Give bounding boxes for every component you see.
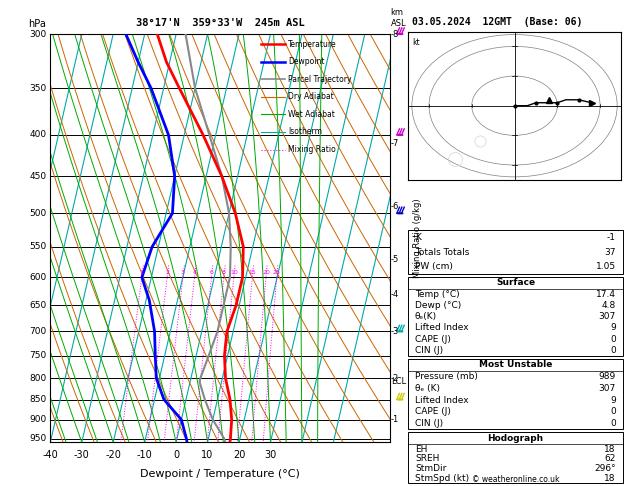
Text: CIN (J): CIN (J) <box>415 419 443 428</box>
Bar <box>408 432 623 483</box>
Text: K: K <box>415 233 421 242</box>
Text: 18: 18 <box>604 445 616 453</box>
Text: 450: 450 <box>29 172 47 181</box>
Text: EH: EH <box>415 445 427 453</box>
Text: 4: 4 <box>192 270 196 275</box>
Text: 17.4: 17.4 <box>596 290 616 299</box>
Text: 300: 300 <box>29 30 47 38</box>
Text: 10: 10 <box>201 451 214 460</box>
Text: 10: 10 <box>230 270 238 275</box>
Text: km
ASL: km ASL <box>391 8 406 28</box>
Text: Dewp (°C): Dewp (°C) <box>415 301 461 310</box>
Text: 62: 62 <box>604 454 616 463</box>
Text: 8: 8 <box>222 270 226 275</box>
Text: Dewpoint: Dewpoint <box>288 57 325 66</box>
Text: © weatheronline.co.uk: © weatheronline.co.uk <box>472 475 560 484</box>
Bar <box>408 359 623 429</box>
Text: 296°: 296° <box>594 464 616 473</box>
Text: Lifted Index: Lifted Index <box>415 396 469 404</box>
Bar <box>408 230 623 274</box>
Text: -40: -40 <box>42 451 58 460</box>
Text: 500: 500 <box>29 209 47 218</box>
Text: Temp (°C): Temp (°C) <box>415 290 460 299</box>
Text: 30: 30 <box>264 451 277 460</box>
Text: 03.05.2024  12GMT  (Base: 06): 03.05.2024 12GMT (Base: 06) <box>412 17 582 27</box>
Text: 700: 700 <box>29 327 47 336</box>
Text: Totals Totals: Totals Totals <box>415 248 469 257</box>
Text: 25: 25 <box>273 270 281 275</box>
Text: 600: 600 <box>29 273 47 282</box>
Bar <box>408 277 623 356</box>
Text: Isotherm: Isotherm <box>288 127 322 137</box>
Text: -30: -30 <box>74 451 90 460</box>
Text: StmDir: StmDir <box>415 464 447 473</box>
Text: Mixing Ratio (g/kg): Mixing Ratio (g/kg) <box>413 198 421 278</box>
Text: 3: 3 <box>181 270 185 275</box>
Text: 900: 900 <box>29 415 47 424</box>
Text: 850: 850 <box>29 395 47 404</box>
Text: 650: 650 <box>29 301 47 310</box>
Text: θₑ (K): θₑ (K) <box>415 384 440 393</box>
Text: -8: -8 <box>391 30 399 38</box>
Text: 307: 307 <box>599 312 616 321</box>
Text: -1: -1 <box>391 415 399 424</box>
Text: -4: -4 <box>391 290 399 299</box>
Text: -3: -3 <box>391 327 399 336</box>
Text: 6: 6 <box>209 270 213 275</box>
Text: -20: -20 <box>105 451 121 460</box>
Text: -1: -1 <box>607 233 616 242</box>
Text: 989: 989 <box>599 372 616 381</box>
Text: θₑ(K): θₑ(K) <box>415 312 437 321</box>
Text: Mixing Ratio: Mixing Ratio <box>288 145 336 154</box>
Text: 400: 400 <box>29 130 47 139</box>
Text: LCL: LCL <box>391 377 406 386</box>
Text: -7: -7 <box>391 139 399 148</box>
Text: Pressure (mb): Pressure (mb) <box>415 372 478 381</box>
Text: 0: 0 <box>173 451 179 460</box>
Text: 1: 1 <box>140 270 143 275</box>
Text: -6: -6 <box>391 202 399 211</box>
Text: -5: -5 <box>391 255 399 264</box>
Text: 550: 550 <box>29 242 47 251</box>
Text: 0: 0 <box>610 346 616 355</box>
Text: Dewpoint / Temperature (°C): Dewpoint / Temperature (°C) <box>140 469 300 479</box>
Text: 750: 750 <box>29 351 47 360</box>
Text: 20: 20 <box>262 270 270 275</box>
Text: 37: 37 <box>604 248 616 257</box>
Text: 15: 15 <box>248 270 256 275</box>
Text: 18: 18 <box>604 474 616 483</box>
Text: -2: -2 <box>391 374 399 383</box>
Text: 0: 0 <box>610 419 616 428</box>
Text: Parcel Trajectory: Parcel Trajectory <box>288 75 352 84</box>
Text: Dry Adiabat: Dry Adiabat <box>288 92 334 102</box>
Text: 9: 9 <box>610 324 616 332</box>
Text: 38°17'N  359°33'W  245m ASL: 38°17'N 359°33'W 245m ASL <box>136 18 304 28</box>
Text: 1.05: 1.05 <box>596 262 616 271</box>
Text: CIN (J): CIN (J) <box>415 346 443 355</box>
Text: -10: -10 <box>136 451 153 460</box>
Text: Temperature: Temperature <box>288 40 337 49</box>
Text: 9: 9 <box>610 396 616 404</box>
Text: CAPE (J): CAPE (J) <box>415 407 451 416</box>
Text: SREH: SREH <box>415 454 440 463</box>
Text: StmSpd (kt): StmSpd (kt) <box>415 474 469 483</box>
Text: 800: 800 <box>29 374 47 383</box>
Text: 4.8: 4.8 <box>602 301 616 310</box>
Text: 0: 0 <box>610 335 616 344</box>
Text: Wet Adiabat: Wet Adiabat <box>288 110 335 119</box>
Text: 350: 350 <box>29 84 47 93</box>
Text: Surface: Surface <box>496 278 535 287</box>
Text: PW (cm): PW (cm) <box>415 262 453 271</box>
Text: hPa: hPa <box>28 19 47 29</box>
Text: 20: 20 <box>233 451 245 460</box>
Text: 307: 307 <box>599 384 616 393</box>
Text: 2: 2 <box>165 270 169 275</box>
Text: kt: kt <box>412 37 420 47</box>
Text: 0: 0 <box>610 407 616 416</box>
Text: Hodograph: Hodograph <box>487 434 543 443</box>
Text: Most Unstable: Most Unstable <box>479 361 552 369</box>
Text: Lifted Index: Lifted Index <box>415 324 469 332</box>
Text: CAPE (J): CAPE (J) <box>415 335 451 344</box>
Text: 950: 950 <box>29 434 47 443</box>
